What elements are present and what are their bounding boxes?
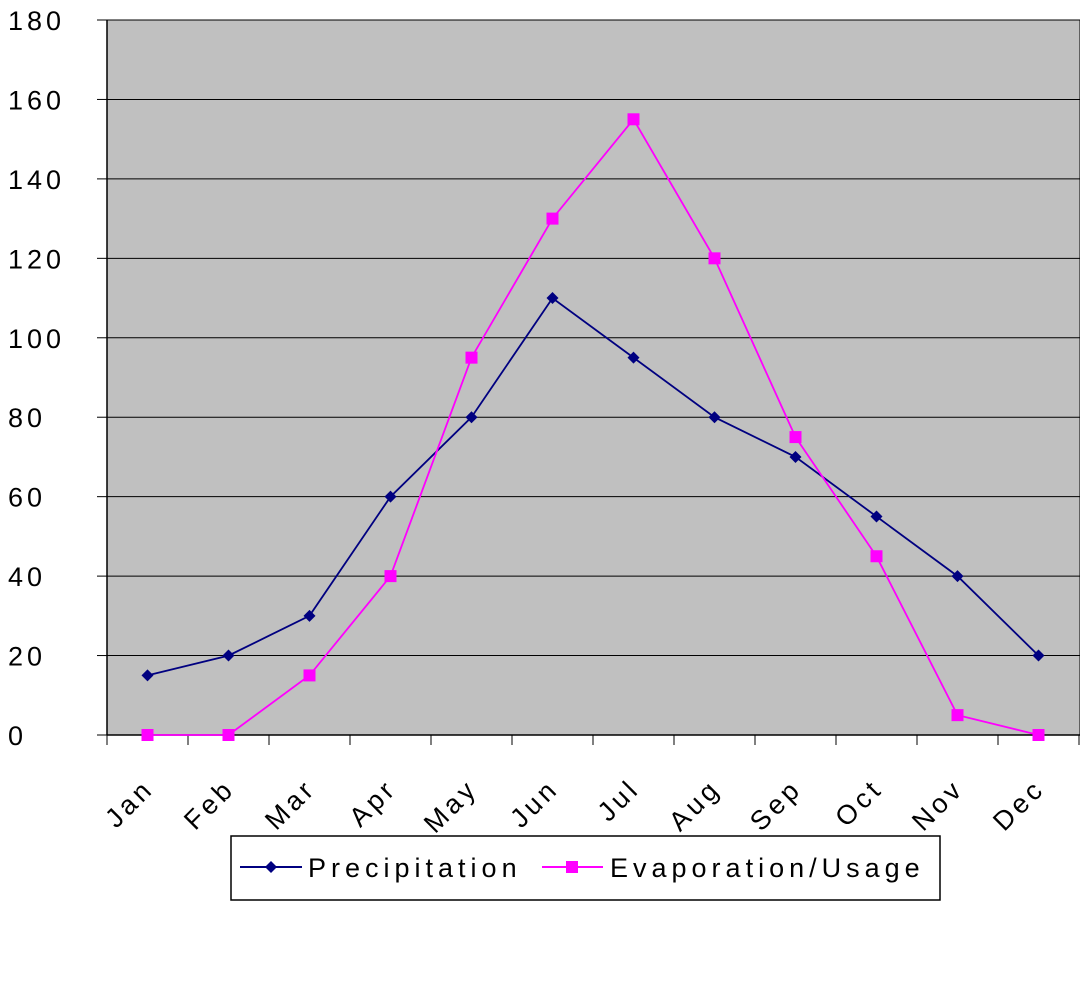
x-tick-label: Jan bbox=[99, 773, 159, 833]
series-group bbox=[141, 113, 1045, 741]
data-point bbox=[141, 669, 154, 682]
data-point bbox=[1032, 729, 1045, 741]
plot-area bbox=[106, 19, 1080, 736]
x-tick-label: Oct bbox=[829, 773, 888, 832]
legend-marker-precipitation bbox=[265, 861, 277, 873]
series-line-1 bbox=[147, 117, 1039, 736]
legend: Precipitation Evaporation/Usage bbox=[230, 835, 941, 901]
data-point bbox=[1032, 649, 1045, 662]
gridlines bbox=[107, 98, 1080, 657]
data-point bbox=[465, 351, 478, 364]
data-point bbox=[303, 609, 316, 622]
data-point bbox=[870, 510, 883, 523]
data-point bbox=[708, 411, 721, 424]
x-tick-label: Feb bbox=[178, 773, 241, 836]
y-axis-ticks: 0 20 40 60 80 100 120 140 160 180 bbox=[8, 6, 107, 751]
x-tick-label: Dec bbox=[987, 773, 1051, 837]
data-point bbox=[627, 351, 640, 364]
data-point bbox=[627, 113, 640, 126]
y-tick-label: 20 bbox=[8, 642, 46, 672]
data-point bbox=[951, 709, 964, 722]
x-tick-label: Nov bbox=[906, 773, 970, 837]
data-point bbox=[141, 729, 154, 741]
data-point bbox=[951, 570, 964, 583]
legend-marker-evaporation bbox=[566, 861, 578, 873]
legend-label-precipitation: Precipitation bbox=[308, 853, 522, 883]
x-tick-label: Aug bbox=[663, 773, 727, 837]
data-point bbox=[384, 570, 397, 583]
legend-label-evaporation: Evaporation/Usage bbox=[610, 853, 925, 883]
data-point bbox=[546, 292, 559, 305]
data-point bbox=[465, 411, 478, 424]
data-point bbox=[222, 649, 235, 662]
data-point bbox=[708, 252, 721, 265]
x-tick-label: May bbox=[418, 773, 484, 839]
y-tick-label: 120 bbox=[8, 244, 65, 274]
x-tick-label: Mar bbox=[259, 773, 322, 836]
data-point bbox=[789, 431, 802, 444]
series-line-0 bbox=[147, 296, 1040, 677]
data-point bbox=[303, 669, 316, 682]
y-tick-label: 80 bbox=[8, 403, 46, 433]
y-tick-label: 0 bbox=[8, 721, 27, 751]
y-tick-label: 100 bbox=[8, 324, 65, 354]
y-tick-label: 60 bbox=[8, 483, 46, 513]
x-tick-label: Apr bbox=[343, 773, 402, 832]
data-point bbox=[222, 729, 235, 741]
y-tick-label: 160 bbox=[8, 85, 65, 115]
y-tick-label: 180 bbox=[8, 6, 65, 36]
x-tick-label: Jul bbox=[592, 773, 646, 827]
y-tick-label: 40 bbox=[8, 562, 46, 592]
x-tick-label: Jun bbox=[504, 773, 564, 833]
data-point bbox=[870, 550, 883, 563]
data-point bbox=[546, 212, 559, 225]
x-tick-label: Sep bbox=[744, 773, 808, 837]
y-tick-label: 140 bbox=[8, 165, 65, 195]
x-axis-ticks: Jan Feb Mar Apr May Jun Jul Aug Sep Oct Nov Dec bbox=[99, 735, 1080, 839]
data-point bbox=[384, 490, 397, 503]
data-point bbox=[789, 450, 802, 463]
